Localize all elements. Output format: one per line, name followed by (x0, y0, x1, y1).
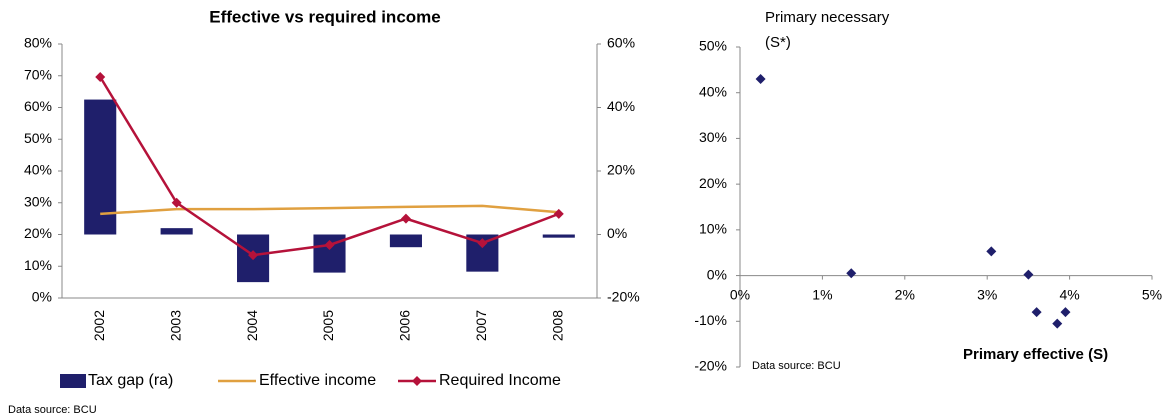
y-tick-label: 0% (707, 266, 727, 282)
line (100, 204, 559, 216)
point (1023, 269, 1034, 280)
y-axis-title: (S*) (765, 34, 791, 51)
bar (160, 228, 193, 235)
y-tick-label: 40% (699, 83, 727, 99)
marker (324, 239, 335, 250)
bar (542, 234, 575, 238)
x-tick-label: 1% (812, 286, 832, 302)
y-tick-label: 10% (24, 257, 52, 273)
y-tick-label: 50% (699, 38, 727, 54)
legend-swatch (60, 374, 86, 388)
source-note: Data source: BCU (752, 360, 841, 372)
legend-label: Tax gap (ra) (88, 372, 173, 389)
y-axis-title: Primary necessary (765, 9, 890, 26)
y-tick-label: 50% (24, 130, 52, 146)
y-tick-label: -20% (694, 358, 727, 374)
marker (95, 72, 106, 83)
marker (171, 197, 182, 208)
y-tick-label: 40% (24, 162, 52, 178)
x-tick-label: 2006 (397, 310, 413, 341)
x-tick-label: 0% (730, 286, 750, 302)
legend-label: Effective income (259, 372, 376, 389)
y-tick-label: 30% (699, 129, 727, 145)
point (986, 246, 997, 257)
x-tick-label: 5% (1142, 286, 1162, 302)
bar (389, 234, 422, 248)
y2-tick-label: -20% (607, 289, 640, 305)
x-tick-label: 3% (977, 286, 997, 302)
point (1031, 307, 1042, 318)
legend-label: Required Income (439, 372, 561, 389)
x-axis-title: Primary effective (S) (963, 346, 1108, 363)
source-note: Data source: BCU (8, 404, 97, 416)
x-tick-label: 2004 (244, 310, 260, 341)
y-tick-label: 10% (699, 221, 727, 237)
point (1060, 307, 1071, 318)
y-tick-label: 30% (24, 193, 52, 209)
legend-marker (412, 376, 422, 386)
y2-tick-label: 20% (607, 162, 635, 178)
y2-tick-label: 40% (607, 98, 635, 114)
x-tick-label: 2002 (91, 310, 107, 341)
marker (553, 208, 564, 219)
y2-tick-label: 0% (607, 225, 627, 241)
x-tick-label: 2% (895, 286, 915, 302)
y-tick-label: -10% (694, 312, 727, 328)
y-tick-label: 80% (24, 35, 52, 51)
y-tick-label: 20% (24, 225, 52, 241)
chart-title: Effective vs required income (209, 7, 440, 26)
x-tick-label: 2008 (549, 310, 565, 341)
y2-tick-label: 60% (607, 35, 635, 51)
y-tick-label: 0% (32, 289, 52, 305)
x-tick-label: 2005 (320, 310, 336, 341)
y-tick-label: 60% (24, 98, 52, 114)
point (846, 268, 857, 279)
x-tick-label: 4% (1059, 286, 1079, 302)
y-tick-label: 70% (24, 66, 52, 82)
y-tick-label: 20% (699, 175, 727, 191)
x-tick-label: 2007 (473, 310, 489, 341)
point (755, 74, 766, 84)
marker (248, 250, 259, 261)
marker (477, 238, 488, 249)
x-tick-label: 2003 (167, 310, 183, 341)
marker (400, 213, 411, 224)
point (1052, 318, 1063, 329)
